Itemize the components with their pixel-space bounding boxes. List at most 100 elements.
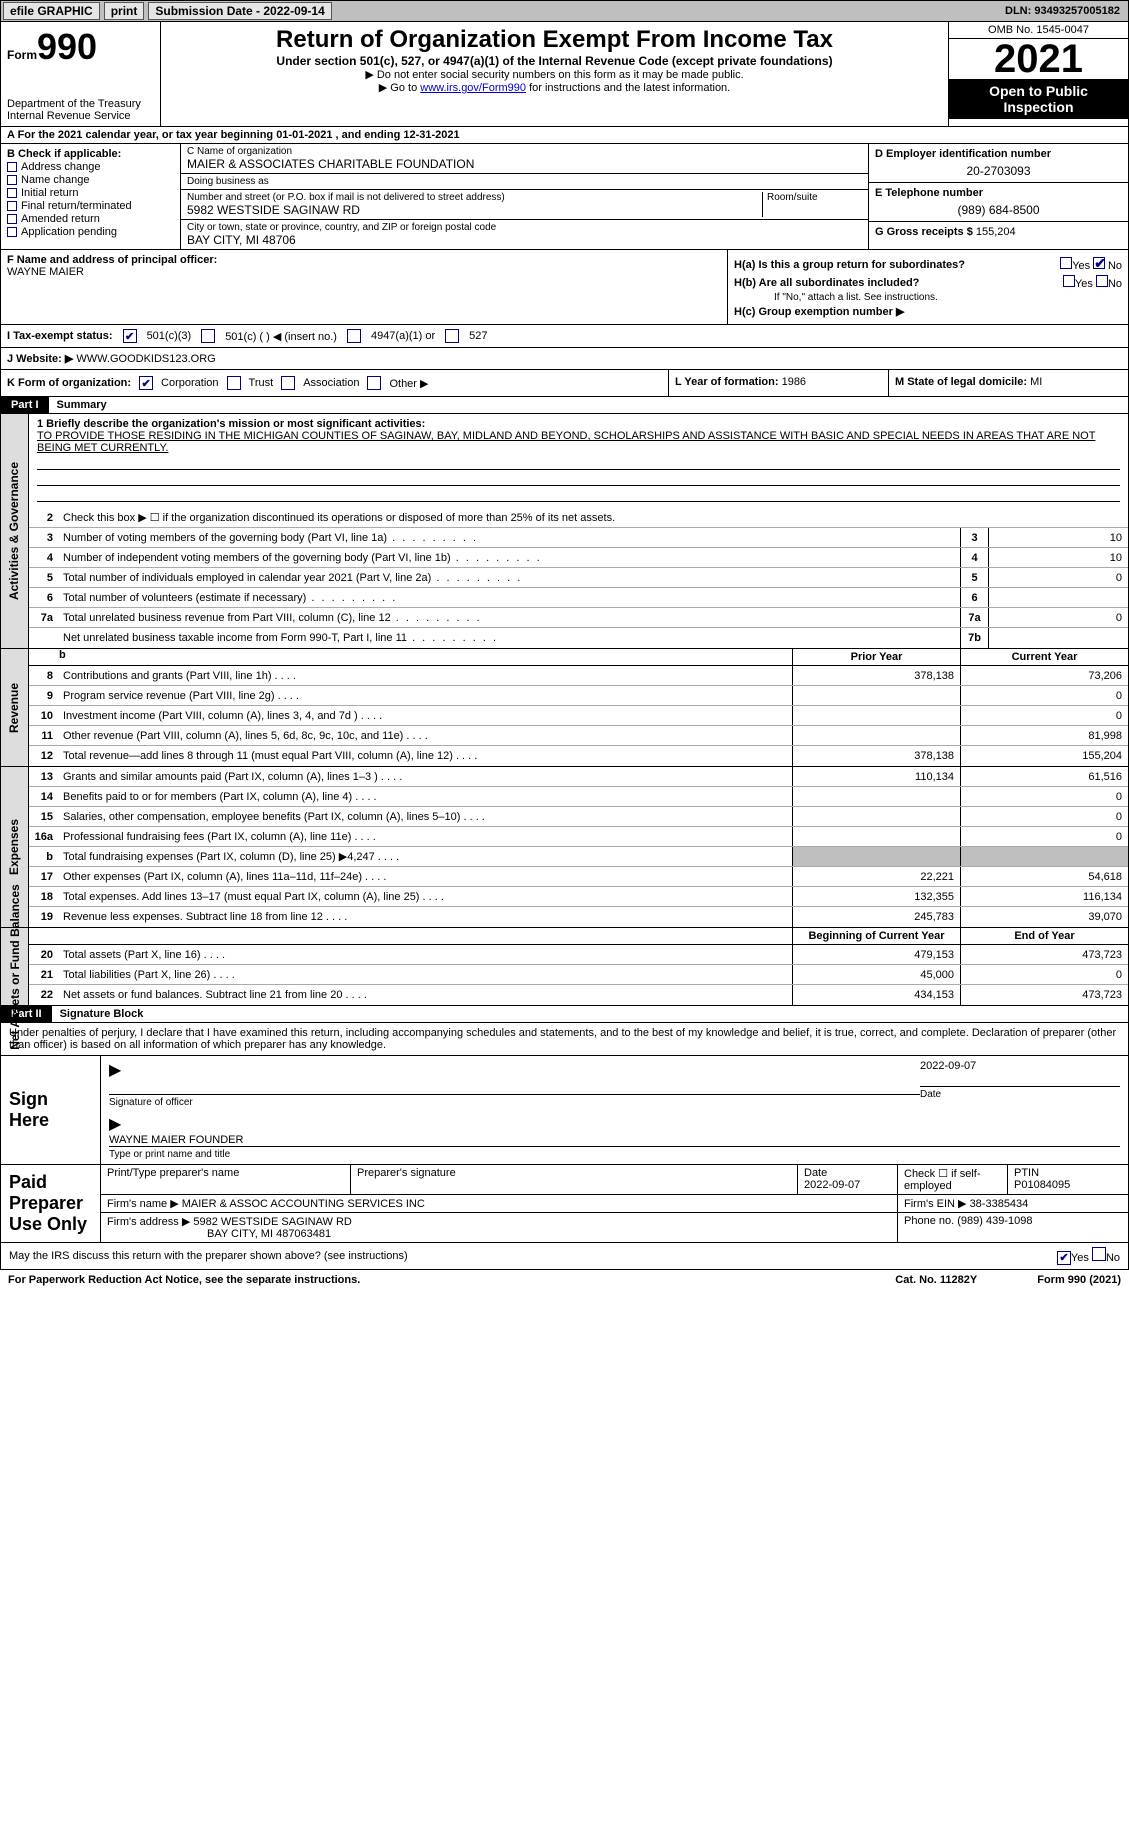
part1-title: Summary [49,397,115,413]
irs-label: Internal Revenue Service [7,110,154,122]
gross-label: G Gross receipts $ [875,226,973,238]
formorg-trust: Trust [249,377,274,389]
public-inspection: Open to Public Inspection [949,79,1128,119]
sign-here-label: Sign Here [1,1056,101,1164]
website-value: WWW.GOODKIDS123.ORG [76,353,215,365]
gross-value: 155,204 [976,226,1016,238]
data-line: 21Total liabilities (Part X, line 26) . … [29,965,1128,985]
sig-name-label: Type or print name and title [109,1149,1120,1160]
hb-label: H(b) Are all subordinates included? [734,277,919,289]
sidelabel-exp-text: Expenses [8,819,22,875]
ha-yes-checkbox[interactable] [1060,257,1072,269]
print-label: print [111,4,138,18]
org-name-box: C Name of organization MAIER & ASSOCIATE… [181,144,868,174]
discuss-row: May the IRS discuss this return with the… [0,1243,1129,1270]
prep-date-value: 2022-09-07 [804,1179,860,1191]
checkbox-name-change[interactable] [7,175,17,185]
discuss-no-label: No [1106,1252,1120,1264]
right-box: OMB No. 1545-0047 2021 Open to Public In… [948,22,1128,126]
data-line: 17Other expenses (Part IX, column (A), l… [29,867,1128,887]
phone-value: (989) 684-8500 [875,199,1122,217]
checkbox-trust[interactable] [227,376,241,390]
gov-line: Net unrelated business taxable income fr… [29,628,1128,648]
checkbox-4947[interactable] [347,329,361,343]
firm-ein-value: 38-3385434 [970,1198,1029,1210]
irs-link[interactable]: www.irs.gov/Form990 [420,82,526,94]
hb-yes-label: Yes [1075,278,1093,290]
firm-addr-value: 5982 WESTSIDE SAGINAW RD [193,1216,352,1228]
city-label: City or town, state or province, country… [187,222,862,233]
officer-name: WAYNE MAIER [7,266,721,278]
revenue-section: Revenue b Prior Year Current Year 8Contr… [0,649,1129,767]
discuss-yes-checkbox[interactable]: ✔ [1057,1251,1071,1265]
efile-button[interactable]: efile GRAPHIC [3,2,100,20]
checkbox-final-return[interactable] [7,201,17,211]
prep-date-header: Date [804,1167,827,1179]
hb-no-checkbox[interactable] [1096,275,1108,287]
officer-box: F Name and address of principal officer:… [1,250,728,324]
chk-l-4: Amended return [21,213,100,225]
ptin-value: P01084095 [1014,1179,1070,1191]
status-label: I Tax-exempt status: [7,330,113,342]
checkbox-501c[interactable] [201,329,215,343]
sig-name-value: WAYNE MAIER FOUNDER [109,1134,243,1146]
checkbox-corporation[interactable]: ✔ [139,376,153,390]
firm-city-value: BAY CITY, MI 487063481 [107,1228,331,1240]
section-b: B Check if applicable: Address change Na… [0,144,1129,250]
check-applicable-col: B Check if applicable: Address change Na… [1,144,181,249]
paid-preparer-row: Paid Preparer Use Only Print/Type prepar… [0,1165,1129,1243]
domicile-value: MI [1030,376,1042,388]
rev-col-header: b Prior Year Current Year [29,649,1128,666]
addr-label: Number and street (or P.O. box if mail i… [187,192,762,203]
data-line: 19Revenue less expenses. Subtract line 1… [29,907,1128,927]
firm-name-label: Firm's name ▶ [107,1198,179,1210]
ein-value: 20-2703093 [875,160,1122,178]
status-501c: 501(c) ( ) ◀ (insert no.) [225,330,337,343]
discuss-text: May the IRS discuss this return with the… [9,1250,408,1262]
ha-no-label: No [1108,260,1122,272]
top-bar: efile GRAPHIC print Submission Date - 20… [0,0,1129,22]
sidelabel-rev-text: Revenue [8,682,22,732]
print-button[interactable]: print [104,2,145,20]
checkbox-association[interactable] [281,376,295,390]
hb-yes-checkbox[interactable] [1063,275,1075,287]
gov-line: 5Total number of individuals employed in… [29,568,1128,588]
checkbox-address-change[interactable] [7,162,17,172]
tax-status-row: I Tax-exempt status: ✔501(c)(3) 501(c) (… [0,325,1129,348]
mission-block: 1 Briefly describe the organization's mi… [29,414,1128,508]
data-line: 16aProfessional fundraising fees (Part I… [29,827,1128,847]
sidelabel-net-text: Net Assets or Fund Balances [8,884,22,1050]
checkbox-other[interactable] [367,376,381,390]
dba-box: Doing business as [181,174,868,190]
current-year-header: Current Year [960,649,1128,666]
submission-date-button[interactable]: Submission Date - 2022-09-14 [148,2,331,20]
efile-label: efile GRAPHIC [10,4,93,18]
org-col: C Name of organization MAIER & ASSOCIATE… [181,144,868,249]
checkbox-initial-return[interactable] [7,188,17,198]
checkbox-pending[interactable] [7,227,17,237]
checkbox-amended[interactable] [7,214,17,224]
period-row: A For the 2021 calendar year, or tax yea… [0,127,1129,144]
note-goto-pre: ▶ Go to [379,82,420,94]
footer-mid: Cat. No. 11282Y [895,1274,977,1286]
checkbox-527[interactable] [445,329,459,343]
sidelabel-ag-text: Activities & Governance [8,462,22,600]
submission-date-label: Submission Date - 2022-09-14 [155,4,324,18]
gov-line: 6Total number of volunteers (estimate if… [29,588,1128,608]
chk-l-5: Application pending [21,226,117,238]
sidelabel-activities: Activities & Governance [1,414,29,648]
part1-header: Part I Summary [0,397,1129,414]
end-year-header: End of Year [960,928,1128,945]
website-label: J Website: ▶ [7,353,73,365]
formorg-corp: Corporation [161,377,218,389]
checkbox-501c3[interactable]: ✔ [123,329,137,343]
begin-year-header: Beginning of Current Year [792,928,960,945]
part2-title: Signature Block [52,1006,152,1022]
footer-row: For Paperwork Reduction Act Notice, see … [0,1270,1129,1290]
sidelabel-revenue: Revenue [1,649,29,766]
footer-left: For Paperwork Reduction Act Notice, see … [8,1274,360,1286]
dba-label: Doing business as [187,176,269,187]
prep-sig-header: Preparer's signature [351,1165,798,1194]
discuss-no-checkbox[interactable] [1092,1247,1106,1261]
footer-right: Form 990 (2021) [1037,1274,1121,1286]
